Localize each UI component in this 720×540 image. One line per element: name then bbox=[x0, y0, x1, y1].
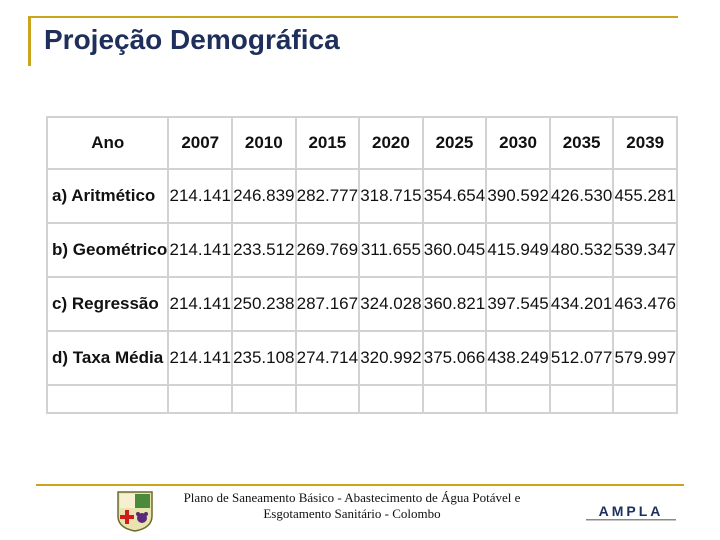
ampla-logo-text: AMPLA bbox=[599, 504, 664, 519]
title-frame-left bbox=[28, 16, 31, 66]
table-cell: 214.141 bbox=[167, 222, 234, 278]
table-row: c) Regressão 214.141 250.238 287.167 324… bbox=[45, 276, 678, 332]
slide-title: Projeção Demográfica bbox=[44, 24, 340, 55]
header-2010: 2010 bbox=[231, 116, 297, 170]
table-cell: 434.201 bbox=[548, 276, 615, 332]
table-cell: 235.108 bbox=[231, 330, 297, 386]
table-cell: 397.545 bbox=[485, 276, 551, 332]
table-cell: 455.281 bbox=[612, 168, 678, 224]
table-cell: 426.530 bbox=[548, 168, 615, 224]
table-cell: 311.655 bbox=[358, 222, 424, 278]
empty-cell bbox=[548, 384, 615, 414]
table-cell: 274.714 bbox=[294, 330, 361, 386]
table-cell: 438.249 bbox=[485, 330, 551, 386]
title-frame-top bbox=[28, 16, 678, 18]
table-cell: 390.592 bbox=[485, 168, 551, 224]
table-cell: 463.476 bbox=[612, 276, 678, 332]
table-cell: 214.141 bbox=[167, 330, 234, 386]
table-header-row: Ano 2007 2010 2015 2020 2025 2030 2035 2… bbox=[45, 116, 678, 170]
empty-cell bbox=[231, 384, 297, 414]
table-cell: 354.654 bbox=[421, 168, 488, 224]
header-2015: 2015 bbox=[294, 116, 361, 170]
table-cell: 579.997 bbox=[612, 330, 678, 386]
header-2020: 2020 bbox=[358, 116, 424, 170]
row-label: d) Taxa Média bbox=[45, 330, 170, 386]
table-cell: 375.066 bbox=[421, 330, 488, 386]
table-cell: 415.949 bbox=[485, 222, 551, 278]
table-cell: 512.077 bbox=[548, 330, 615, 386]
table-cell: 360.821 bbox=[421, 276, 488, 332]
ampla-logo: AMPLA bbox=[580, 503, 682, 522]
empty-cell bbox=[485, 384, 551, 414]
empty-cell bbox=[612, 384, 678, 414]
row-label: a) Aritmético bbox=[45, 168, 170, 224]
row-label: c) Regressão bbox=[45, 276, 170, 332]
table-cell: 269.769 bbox=[294, 222, 361, 278]
municipal-coat-of-arms-icon bbox=[116, 490, 154, 532]
table-cell: 360.045 bbox=[421, 222, 488, 278]
table-row: a) Aritmético 214.141 246.839 282.777 31… bbox=[45, 168, 678, 224]
table-row: b) Geométrico 214.141 233.512 269.769 31… bbox=[45, 222, 678, 278]
empty-cell bbox=[45, 384, 170, 414]
table-row: d) Taxa Média 214.141 235.108 274.714 32… bbox=[45, 330, 678, 386]
table-cell: 233.512 bbox=[231, 222, 297, 278]
table-cell: 246.839 bbox=[231, 168, 297, 224]
footer-caption-line-1: Plano de Saneamento Básico - Abastecimen… bbox=[183, 490, 521, 505]
header-2007: 2007 bbox=[167, 116, 234, 170]
table-cell: 320.992 bbox=[358, 330, 424, 386]
table-cell: 214.141 bbox=[167, 276, 234, 332]
empty-cell bbox=[167, 384, 234, 414]
table-cell: 282.777 bbox=[294, 168, 361, 224]
empty-cell bbox=[358, 384, 424, 414]
header-2025: 2025 bbox=[421, 116, 488, 170]
header-ano: Ano bbox=[45, 116, 170, 170]
footer-divider bbox=[36, 484, 684, 486]
table-cell: 480.532 bbox=[548, 222, 615, 278]
empty-cell bbox=[421, 384, 488, 414]
empty-cell bbox=[294, 384, 361, 414]
footer-caption-line-2: Esgotamento Sanitário - Colombo bbox=[263, 506, 441, 521]
table-cell: 287.167 bbox=[294, 276, 361, 332]
row-label: b) Geométrico bbox=[45, 222, 170, 278]
table-cell: 539.347 bbox=[612, 222, 678, 278]
table-cell: 318.715 bbox=[358, 168, 424, 224]
header-2035: 2035 bbox=[548, 116, 615, 170]
table-empty-row bbox=[45, 384, 678, 414]
table-cell: 214.141 bbox=[167, 168, 234, 224]
table-cell: 250.238 bbox=[231, 276, 297, 332]
table-cell: 324.028 bbox=[358, 276, 424, 332]
header-2030: 2030 bbox=[485, 116, 551, 170]
footer-caption: Plano de Saneamento Básico - Abastecimen… bbox=[164, 490, 540, 522]
header-2039: 2039 bbox=[612, 116, 678, 170]
projection-table: Ano 2007 2010 2015 2020 2025 2030 2035 2… bbox=[45, 116, 678, 414]
